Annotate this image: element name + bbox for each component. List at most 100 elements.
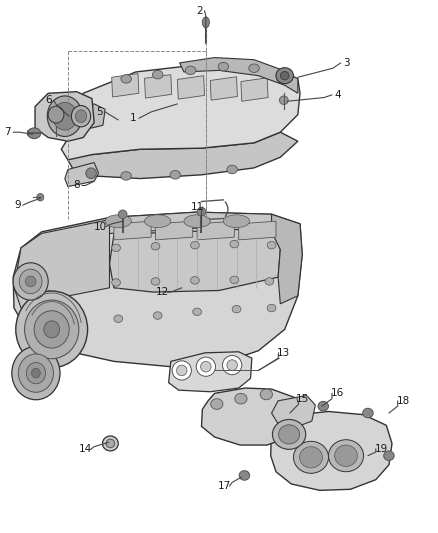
Polygon shape (61, 63, 300, 160)
Ellipse shape (265, 278, 274, 285)
Ellipse shape (279, 96, 288, 104)
Ellipse shape (53, 102, 77, 130)
Text: 13: 13 (277, 348, 290, 358)
Polygon shape (13, 212, 302, 367)
Polygon shape (197, 221, 234, 240)
Ellipse shape (267, 304, 276, 312)
Ellipse shape (177, 365, 187, 376)
Ellipse shape (13, 263, 48, 300)
Ellipse shape (230, 240, 239, 248)
Ellipse shape (185, 66, 196, 75)
Ellipse shape (335, 445, 357, 466)
Ellipse shape (12, 346, 60, 400)
Ellipse shape (235, 393, 247, 404)
Text: 4: 4 (334, 90, 341, 100)
Text: 5: 5 (96, 107, 103, 117)
Ellipse shape (260, 389, 272, 400)
Polygon shape (272, 395, 315, 426)
Ellipse shape (112, 279, 120, 286)
Ellipse shape (152, 70, 163, 79)
Text: 17: 17 (218, 481, 231, 491)
Ellipse shape (202, 17, 209, 28)
Ellipse shape (34, 311, 69, 348)
Ellipse shape (86, 168, 96, 179)
Polygon shape (201, 388, 304, 445)
Ellipse shape (170, 171, 180, 179)
Text: 6: 6 (45, 95, 52, 105)
Ellipse shape (153, 312, 162, 319)
Ellipse shape (48, 106, 64, 123)
Ellipse shape (16, 291, 88, 368)
Polygon shape (145, 75, 172, 98)
Ellipse shape (318, 401, 328, 411)
Ellipse shape (223, 356, 242, 375)
Text: 14: 14 (79, 445, 92, 454)
Polygon shape (180, 58, 298, 93)
Text: 2: 2 (196, 6, 203, 15)
Ellipse shape (300, 447, 322, 468)
Ellipse shape (272, 419, 306, 449)
Ellipse shape (105, 215, 131, 228)
Ellipse shape (280, 71, 289, 80)
Ellipse shape (279, 425, 300, 444)
Ellipse shape (218, 62, 229, 71)
Ellipse shape (384, 451, 394, 461)
Text: 8: 8 (73, 181, 80, 190)
Polygon shape (272, 214, 302, 304)
Ellipse shape (102, 436, 118, 451)
Ellipse shape (112, 244, 120, 252)
Polygon shape (241, 78, 268, 101)
Ellipse shape (121, 75, 131, 83)
Ellipse shape (191, 277, 199, 284)
Text: 11: 11 (191, 202, 204, 212)
Ellipse shape (18, 354, 53, 392)
Ellipse shape (227, 360, 237, 370)
Ellipse shape (32, 368, 40, 378)
Ellipse shape (172, 361, 191, 380)
Ellipse shape (276, 68, 293, 84)
Polygon shape (35, 92, 94, 141)
Ellipse shape (75, 110, 87, 123)
Ellipse shape (239, 471, 250, 480)
Ellipse shape (363, 408, 373, 418)
Polygon shape (83, 104, 105, 128)
Polygon shape (177, 76, 205, 99)
Text: 9: 9 (14, 200, 21, 210)
Ellipse shape (197, 207, 206, 216)
Ellipse shape (145, 215, 171, 228)
Ellipse shape (25, 276, 36, 287)
Ellipse shape (44, 321, 60, 338)
Ellipse shape (118, 210, 127, 219)
Ellipse shape (227, 165, 237, 174)
Polygon shape (271, 411, 392, 490)
Polygon shape (14, 220, 110, 308)
Ellipse shape (211, 399, 223, 409)
Ellipse shape (121, 172, 131, 180)
Ellipse shape (19, 269, 42, 294)
Ellipse shape (277, 75, 288, 83)
Polygon shape (155, 221, 193, 240)
Text: 15: 15 (296, 394, 309, 403)
Ellipse shape (114, 315, 123, 322)
Text: 3: 3 (343, 58, 350, 68)
Ellipse shape (71, 106, 91, 127)
Ellipse shape (191, 241, 199, 249)
Text: 16: 16 (331, 389, 344, 398)
Ellipse shape (25, 300, 79, 359)
Ellipse shape (151, 243, 160, 250)
Polygon shape (65, 163, 99, 187)
Text: 10: 10 (94, 222, 107, 231)
Text: 19: 19 (374, 444, 388, 454)
Polygon shape (210, 77, 237, 100)
Text: 7: 7 (4, 127, 11, 137)
Ellipse shape (230, 276, 239, 284)
Ellipse shape (37, 193, 44, 201)
Ellipse shape (196, 357, 215, 376)
Ellipse shape (249, 64, 259, 72)
Ellipse shape (47, 96, 82, 136)
Polygon shape (114, 221, 151, 240)
Text: 1: 1 (130, 114, 137, 123)
Text: 12: 12 (155, 287, 169, 297)
Polygon shape (68, 132, 298, 179)
Ellipse shape (201, 361, 211, 372)
